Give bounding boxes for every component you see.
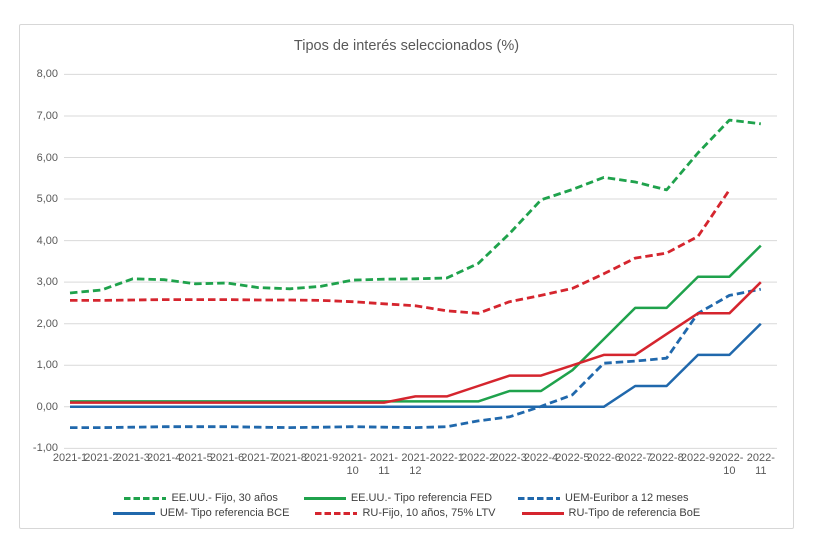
y-tick-label: 3,00 [36, 276, 58, 289]
legend-item: RU-Tipo de referencia BoE [521, 507, 701, 519]
y-tick-label: 8,00 [36, 68, 58, 81]
y-tick-label: 1,00 [36, 359, 58, 372]
x-tick-label: 2021-5 [178, 452, 213, 464]
series-line-green-dashed [69, 118, 761, 295]
legend-item: UEM-Euribor a 12 meses [518, 492, 689, 504]
x-tick-label: 2021-8 [272, 452, 307, 464]
series-line-blue-dashed [70, 287, 762, 430]
x-tick-label: 2022-8 [649, 452, 684, 464]
legend-label: UEM-Euribor a 12 meses [565, 492, 689, 504]
x-tick-label: 2022-3 [492, 452, 527, 464]
plot-area [64, 73, 777, 449]
series-line-blue-solid [70, 322, 762, 409]
y-tick-label: 0,00 [36, 400, 58, 413]
y-tick-label: 6,00 [36, 151, 58, 164]
x-tick-label: 2022- 11 [746, 452, 775, 477]
x-tick-label: 2021- 11 [369, 452, 399, 477]
legend-marker-solid-line [521, 511, 564, 515]
y-tick-label: 2,00 [36, 317, 58, 330]
x-tick-label: 2021-6 [209, 452, 245, 464]
x-tick-label: 2022-6 [586, 452, 621, 464]
legend-row: EE.UU.- Fijo, 30 años EE.UU.- Tipo refere… [124, 492, 689, 504]
y-tick-label: 7,00 [36, 109, 58, 122]
x-tick-label: 2021-1 [52, 452, 88, 464]
x-tick-label: 2022-5 [555, 452, 590, 464]
legend-item: UEM- Tipo referencia BCE [112, 507, 290, 519]
legend-label: UEM- Tipo referencia BCE [159, 507, 290, 519]
legend-item: EE.UU.- Fijo, 30 años [124, 492, 278, 504]
x-tick-label: 2022- 10 [715, 452, 744, 477]
legend-row: UEM- Tipo referencia BCE RU-Fijo, 10 años… [112, 507, 701, 519]
legend-marker-dashed-line [124, 496, 167, 500]
legend-item: RU-Fijo, 10 años, 75% LTV [315, 507, 496, 519]
x-tick-label: 2022-7 [618, 452, 653, 464]
x-tick-label: 2021-7 [241, 452, 276, 464]
legend-label: RU-Fijo, 10 años, 75% LTV [362, 507, 496, 519]
y-tick-label: 4,00 [36, 234, 58, 247]
legend-marker-dashed-line [518, 496, 561, 500]
legend-marker-solid-line [303, 496, 346, 500]
x-tick-label: 2021-2 [84, 452, 119, 464]
legend: EE.UU.- Fijo, 30 años EE.UU.- Tipo refere… [20, 492, 793, 519]
legend-label: EE.UU.- Tipo referencia FED [350, 492, 493, 504]
legend-item: EE.UU.- Tipo referencia FED [303, 492, 493, 504]
legend-marker-solid-line [112, 511, 155, 515]
x-tick-label: 2021-9 [304, 452, 339, 464]
y-tick-label: 5,00 [36, 193, 58, 206]
x-tick-label: 2022-2 [461, 452, 496, 464]
x-tick-label: 2021-3 [115, 452, 150, 464]
chart-title: Tipos de interés seleccionados (%) [293, 38, 520, 54]
x-tick-label: 2022-9 [680, 452, 716, 464]
x-tick-label: 2022-4 [523, 452, 559, 464]
y-tick-label: -1,00 [32, 442, 58, 455]
x-tick-label: 2021- 12 [401, 452, 430, 477]
series-line-red-dashed [70, 189, 731, 315]
legend-label: EE.UU.- Fijo, 30 años [171, 492, 278, 504]
legend-marker-dashed-line [315, 511, 358, 515]
series-line-red-solid [70, 281, 762, 404]
legend-label: RU-Tipo de referencia BoE [568, 507, 701, 519]
x-tick-label: 2021-4 [147, 452, 182, 464]
x-tick-label: 2022-1 [429, 452, 464, 464]
x-tick-label: 2021- 10 [338, 452, 367, 477]
chart-frame: Tipos de interés seleccionados (%) 8,00 7… [19, 24, 794, 529]
